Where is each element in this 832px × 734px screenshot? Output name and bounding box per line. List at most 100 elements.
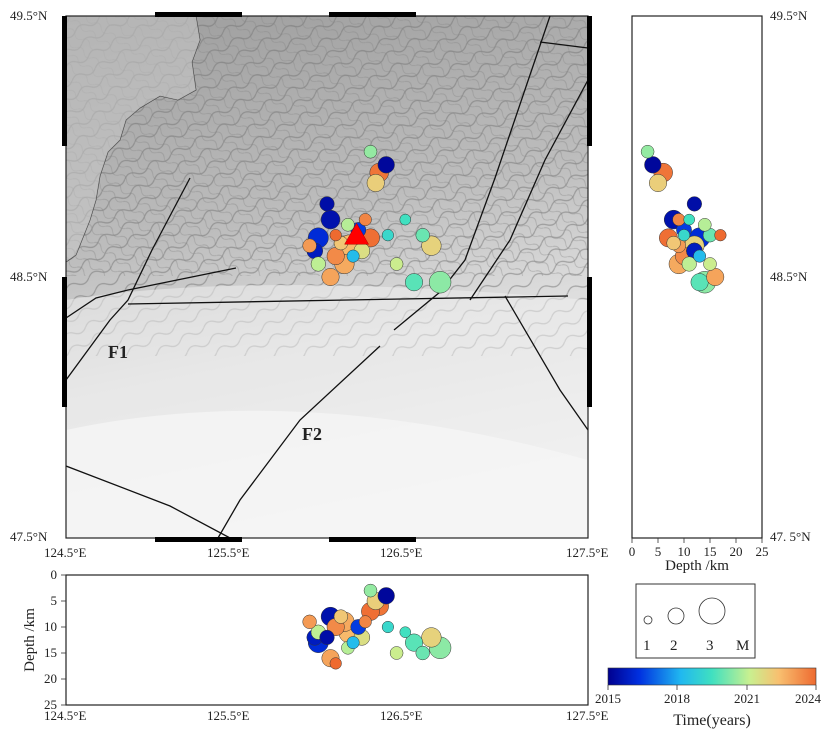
right-depth-tick-label: 0: [629, 544, 636, 559]
event-marker: [389, 257, 404, 271]
event-marker: [320, 209, 341, 230]
fault-label-f1: F1: [108, 342, 128, 362]
event-marker: [686, 196, 702, 212]
event-marker: [415, 228, 430, 243]
colorbar-tick: 2015: [595, 691, 621, 706]
fault-line: [66, 465, 231, 538]
event-marker: [321, 268, 340, 286]
map-lat-tick: 47.5°N: [10, 529, 48, 544]
time-colorbar: 2015 2018 2021 2024 Time(years): [595, 667, 822, 729]
bottom-depth-tick-label: 25: [44, 697, 57, 712]
event-marker: [346, 636, 360, 650]
event-marker: [381, 229, 394, 242]
bottom-depth-tick-label: 20: [44, 671, 57, 686]
bottom-depth-tick-label: 0: [51, 567, 58, 582]
event-marker: [683, 213, 695, 226]
event-marker: [358, 615, 372, 629]
event-marker: [381, 620, 394, 634]
map-frame-ticks: [62, 12, 592, 542]
right-xlabel: Depth /km: [665, 558, 729, 574]
event-marker: [302, 614, 317, 629]
event-marker: [399, 626, 412, 638]
bottom-depth-tick-label: 15: [44, 645, 57, 660]
event-marker: [310, 256, 326, 272]
map-lon-tick: 126.5°E: [380, 545, 422, 560]
map-lat-tick: 49.5°N: [10, 8, 48, 23]
right-lat-tick: 49.5°N: [770, 8, 808, 23]
map-lat-tick: 48.5°N: [10, 269, 48, 284]
right-depth-tick-label: 20: [730, 544, 743, 559]
event-marker: [358, 213, 372, 227]
magnitude-circle-2: [667, 607, 685, 625]
magnitude-circle-3: [698, 597, 726, 625]
bottom-lon-tick: 125.5°E: [207, 708, 249, 723]
event-marker: [389, 646, 404, 660]
event-marker: [363, 144, 378, 159]
event-marker: [714, 229, 727, 242]
bottom-lon-tick: 127.5°E: [566, 708, 608, 723]
colorbar-tick: 2024: [795, 691, 822, 706]
right-depth-tick-label: 25: [756, 544, 769, 559]
event-marker: [706, 268, 725, 286]
magnitude-label-2: 2: [670, 638, 678, 654]
colorbar-tick: 2018: [664, 691, 690, 706]
bottom-lon-tick: 124.5°E: [44, 708, 86, 723]
bottom-depth-panel: 0 5 10 15 20 25 124.5°E 125.5°E 126.5°E 127.5…: [22, 567, 608, 723]
event-marker: [341, 218, 355, 232]
event-marker: [644, 156, 662, 174]
right-depth-tick-label: 10: [678, 544, 691, 559]
fault-label-f2: F2: [302, 424, 322, 444]
terrain-relief: [66, 16, 588, 538]
magnitude-circle-1: [643, 615, 653, 625]
event-marker: [421, 627, 442, 648]
event-marker: [672, 213, 686, 227]
event-marker: [666, 235, 681, 251]
event-marker: [346, 249, 360, 263]
event-marker: [329, 657, 342, 670]
event-marker: [703, 257, 717, 271]
right-depth-ticks: 0 5 10 15 20 25: [629, 538, 769, 559]
right-depth-panel: 49.5°N 48.5°N 47. 5°N 0 5 10 15 20 25 Depth /…: [629, 8, 811, 574]
event-marker: [302, 238, 317, 253]
fault-line: [127, 295, 569, 305]
right-lat-tick: 48.5°N: [770, 269, 808, 284]
event-marker: [428, 271, 452, 294]
event-marker: [377, 587, 395, 605]
bottom-depth-tick-label: 10: [44, 619, 57, 634]
bottom-lon-tick: 126.5°E: [380, 708, 422, 723]
bottom-ylabel: Depth /km: [22, 608, 38, 672]
mainshock-triangle: [344, 222, 370, 245]
bottom-event-markers: [302, 583, 452, 670]
event-marker: [690, 273, 709, 292]
right-depth-tick-label: 15: [704, 544, 717, 559]
event-marker: [363, 583, 378, 598]
map-lon-tick: 127.5°E: [566, 545, 608, 560]
event-marker: [640, 144, 655, 159]
right-depth-tick-label: 5: [655, 544, 662, 559]
map-lon-tick: 124.5°E: [44, 545, 86, 560]
event-marker: [649, 174, 667, 192]
magnitude-unit: M: [736, 638, 749, 654]
event-marker: [399, 213, 412, 226]
colorbar-tick: 2021: [734, 691, 760, 706]
map-event-markers: [302, 144, 452, 294]
map-lon-tick: 125.5°E: [207, 545, 249, 560]
event-marker: [677, 229, 691, 242]
magnitude-label-1: 1: [643, 638, 651, 654]
event-marker: [693, 249, 707, 263]
event-marker: [681, 256, 697, 272]
event-marker: [319, 629, 335, 645]
bottom-depth-tick-label: 5: [51, 593, 58, 608]
event-marker: [415, 645, 430, 661]
event-marker: [366, 174, 385, 192]
fault-line: [539, 41, 588, 49]
magnitude-label-3: 3: [706, 638, 714, 654]
fault-lines: [66, 16, 588, 538]
event-marker: [405, 273, 423, 292]
colorbar-gradient: [607, 667, 817, 686]
event-marker: [319, 196, 335, 212]
event-marker: [698, 218, 712, 232]
right-lat-tick: 47. 5°N: [770, 529, 811, 544]
main-map: 49.5°N 48.5°N 47.5°N 124.5°E 125.5°E 126…: [10, 8, 608, 560]
